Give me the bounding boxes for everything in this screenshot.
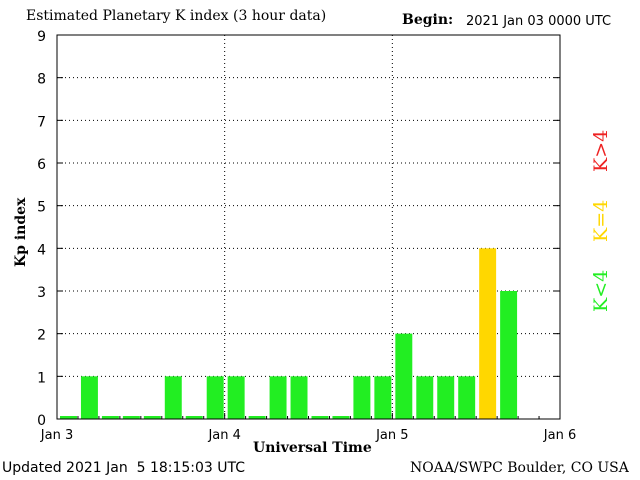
x-tick-label: Jan 6 — [543, 428, 576, 443]
x-axis-label: Universal Time — [253, 440, 372, 456]
y-tick-label: 3 — [37, 285, 46, 301]
kp-bar — [143, 416, 161, 419]
y-tick-label: 1 — [37, 370, 46, 386]
x-tick-label: Jan 3 — [40, 428, 73, 443]
x-tick-label: Jan 4 — [207, 428, 240, 443]
source-credit: NOAA/SWPC Boulder, CO USA — [410, 460, 629, 476]
y-tick-label: 4 — [37, 242, 46, 258]
legend-k-equal-4: K=4 — [590, 199, 612, 242]
y-tick-label: 9 — [37, 29, 46, 45]
x-tick-label: Jan 5 — [375, 428, 408, 443]
kp-bar — [269, 376, 287, 419]
y-tick-label: 7 — [37, 114, 46, 130]
kp-bar — [416, 376, 434, 419]
legend-k-above-4: K>4 — [590, 129, 612, 172]
y-tick-label: 8 — [37, 72, 46, 88]
begin-value: 2021 Jan 03 0000 UTC — [466, 14, 612, 29]
kp-bar — [458, 376, 476, 419]
kp-bar — [437, 376, 455, 419]
kp-bar — [290, 376, 308, 419]
kp-bar — [479, 248, 497, 419]
kp-bar — [122, 416, 140, 419]
kp-bar — [101, 416, 119, 419]
kp-bar — [500, 291, 518, 419]
y-tick-label: 6 — [37, 157, 46, 173]
kp-bar — [395, 333, 413, 419]
plot-frame — [56, 34, 561, 420]
kp-bar — [164, 376, 182, 419]
kp-bar — [227, 376, 245, 419]
kp-bar — [374, 376, 392, 419]
y-axis-label: Kp index — [13, 197, 29, 267]
kp-bar — [206, 376, 224, 419]
kp-bar — [311, 416, 329, 419]
kp-bar — [353, 376, 371, 419]
kp-bar — [80, 376, 98, 419]
y-tick-label: 0 — [37, 413, 46, 429]
kp-bar — [60, 416, 77, 419]
updated-timestamp: Updated 2021 Jan 5 18:15:03 UTC — [2, 460, 246, 476]
y-tick-label: 2 — [37, 328, 46, 344]
kp-bar — [185, 416, 203, 419]
chart-title: Estimated Planetary K index (3 hour data… — [26, 8, 327, 24]
begin-label: Begin: — [402, 12, 454, 28]
legend-k-below-4: K<4 — [590, 269, 612, 312]
y-tick-label: 5 — [37, 200, 46, 216]
kp-bar — [332, 416, 350, 419]
kp-bar — [248, 416, 266, 419]
